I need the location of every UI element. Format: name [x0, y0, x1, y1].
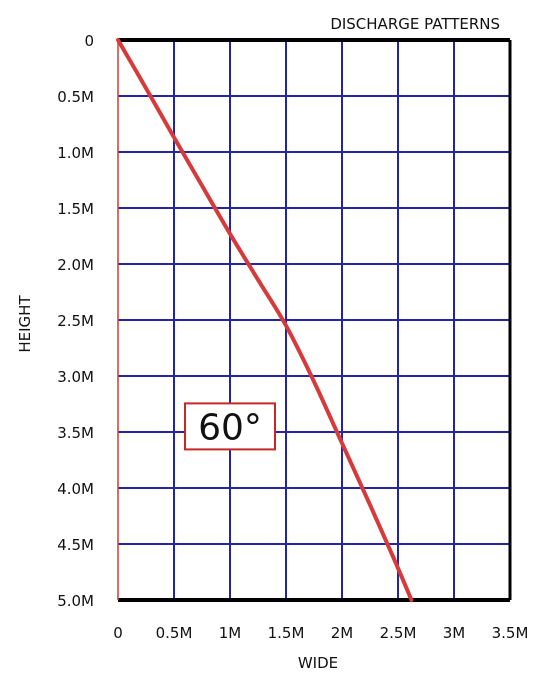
y-tick-label: 2.0M [57, 256, 94, 274]
x-tick-label: 0 [113, 624, 123, 642]
x-tick-label: 0.5M [156, 624, 193, 642]
y-tick-label: 3.0M [57, 368, 94, 386]
x-tick-label: 1.5M [268, 624, 305, 642]
series-layer [116, 38, 414, 602]
y-tick-label: 4.5M [57, 536, 94, 554]
y-tick-labels: 0 0.5M 1.0M 1.5M 2.0M 2.5M 3.0M 3.5M 4.0M 4.5M 5.0… [57, 32, 94, 610]
x-tick-label: 2M [331, 624, 354, 642]
grid-lines [118, 40, 510, 600]
angle-annotation-label: 60° [198, 407, 262, 448]
x-tick-label: 1M [219, 624, 242, 642]
x-tick-label: 3M [443, 624, 466, 642]
plot-frame [117, 38, 512, 602]
y-tick-label: 1.0M [57, 144, 94, 162]
x-tick-label: 2.5M [380, 624, 417, 642]
y-tick-label: 0.5M [57, 88, 94, 106]
y-tick-label: 4.0M [57, 480, 94, 498]
x-axis-title: WIDE [298, 654, 338, 672]
angle-annotation: 60° [184, 402, 276, 451]
y-tick-label: 5.0M [57, 592, 94, 610]
y-axis-title: HEIGHT [16, 295, 34, 353]
x-tick-label: 3.5M [492, 624, 529, 642]
discharge-curve [116, 38, 414, 602]
y-tick-label: 1.5M [57, 200, 94, 218]
y-tick-label: 2.5M [57, 312, 94, 330]
x-tick-labels: 0 0.5M 1M 1.5M 2M 2.5M 3M 3.5M [113, 624, 528, 642]
chart-title: DISCHARGE PATTERNS [330, 15, 500, 33]
y-tick-label: 0 [84, 32, 94, 50]
angle-annotation-box [184, 402, 276, 451]
y-tick-label: 3.5M [57, 424, 94, 442]
